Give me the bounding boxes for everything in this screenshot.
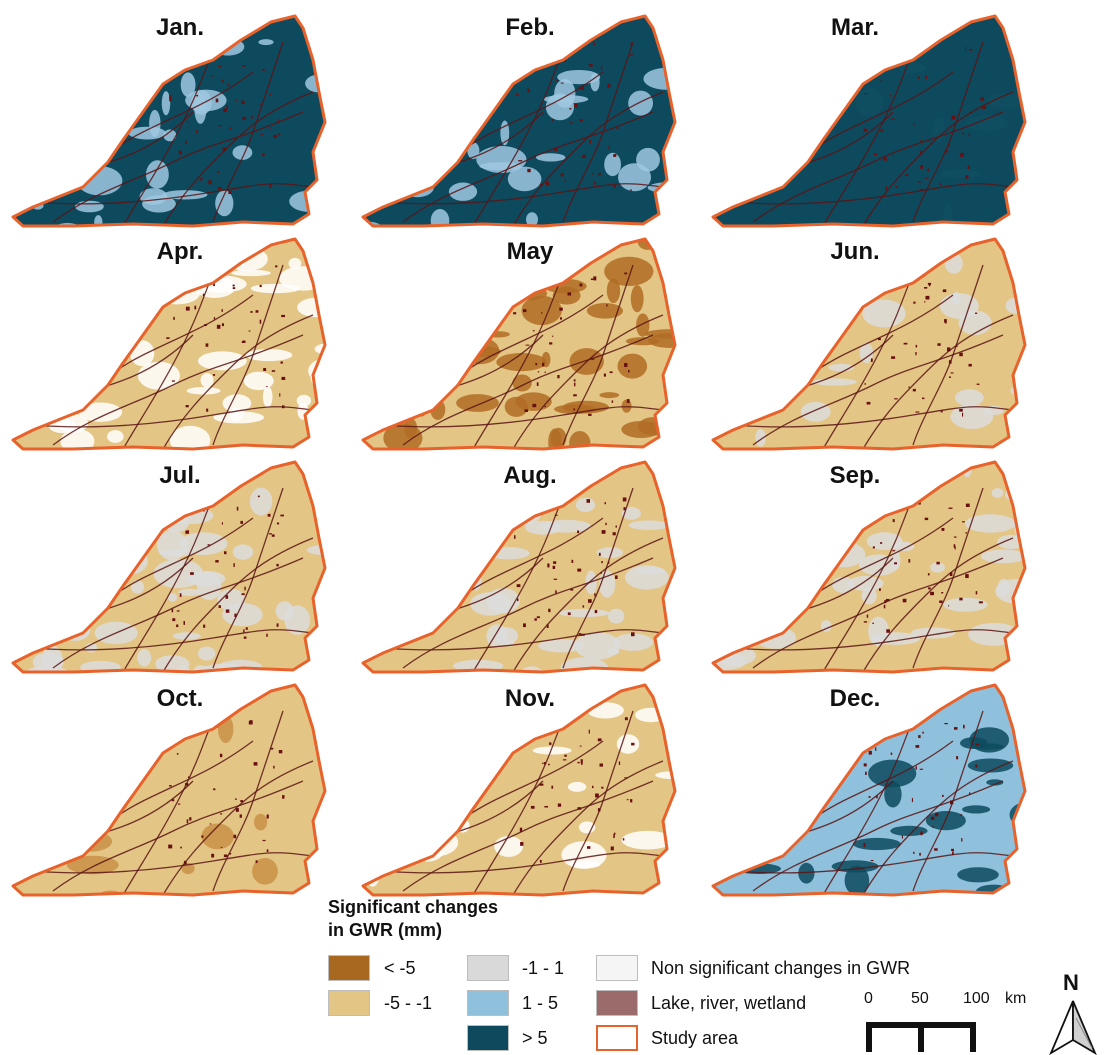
legend-swatch-m5-m1 bbox=[328, 990, 370, 1016]
legend-swatch-nonsig bbox=[596, 955, 638, 981]
panel-title-jul: Jul. bbox=[159, 462, 201, 489]
panel-title-nov: Nov. bbox=[504, 685, 556, 712]
panel-title-aug: Aug. bbox=[503, 462, 557, 489]
scale-label-100: 100 bbox=[963, 990, 990, 1007]
north-label: N bbox=[1063, 970, 1079, 995]
legend-label-nonsig: Non significant changes in GWR bbox=[651, 958, 911, 978]
panel-title-apr: Apr. bbox=[156, 238, 204, 265]
legend-swatch-1-5 bbox=[467, 990, 509, 1016]
panel-title-sep: Sep. bbox=[829, 462, 881, 489]
panel-title-may: May bbox=[506, 238, 554, 265]
panel-title-oct: Oct. bbox=[156, 685, 204, 712]
panel-title-jun: Jun. bbox=[830, 238, 880, 265]
north-arrow-icon bbox=[1049, 1000, 1097, 1055]
scale-label-0: 0 bbox=[864, 990, 873, 1007]
legend-swatch-water bbox=[596, 990, 638, 1016]
panel-title-feb: Feb. bbox=[505, 14, 555, 41]
legend-swatch-lt-5 bbox=[328, 955, 370, 981]
panel-title-dec: Dec. bbox=[829, 685, 881, 712]
legend-label-lt-5: < -5 bbox=[384, 958, 416, 978]
legend-title: Significant changes in GWR (mm) bbox=[328, 896, 498, 942]
legend-label-water: Lake, river, wetland bbox=[651, 993, 807, 1013]
legend-swatch-gt5 bbox=[467, 1025, 509, 1051]
scale-label-50: 50 bbox=[911, 990, 929, 1007]
legend-label-m1-1: -1 - 1 bbox=[522, 958, 565, 978]
legend-label-m5-m1: -5 - -1 bbox=[384, 993, 433, 1013]
scale-unit: km bbox=[1005, 990, 1027, 1007]
panel-title-mar: Mar. bbox=[830, 14, 880, 41]
map-panel-mar bbox=[711, 14, 1027, 228]
legend-title-line2: in GWR (mm) bbox=[328, 920, 442, 940]
scale-bar bbox=[866, 1022, 976, 1052]
legend-label-gt5: > 5 bbox=[522, 1028, 548, 1048]
monthly-map-grid bbox=[11, 14, 1027, 897]
legend-swatch-m1-1 bbox=[467, 955, 509, 981]
panel-title-jan: Jan. bbox=[155, 14, 205, 41]
legend-swatch-study bbox=[596, 1025, 638, 1051]
legend-label-1-5: 1 - 5 bbox=[522, 993, 559, 1013]
legend-label-study: Study area bbox=[651, 1028, 739, 1048]
map-panel-jan bbox=[11, 14, 327, 228]
